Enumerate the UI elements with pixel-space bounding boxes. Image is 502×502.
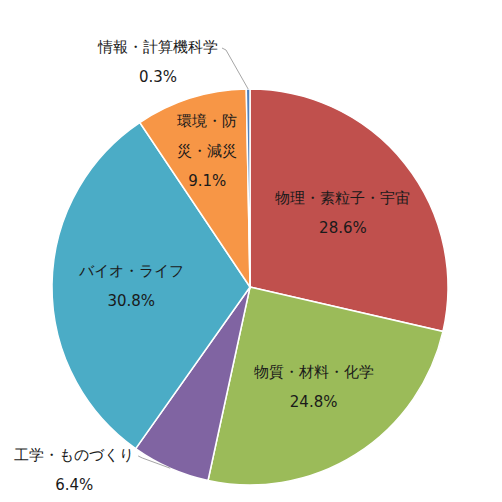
value-label: 6.4%	[55, 476, 93, 494]
category-label: 工学・ものづくり	[14, 446, 134, 464]
labels: 物理・素粒子・宇宙 28.6% 物質・材料・化学 24.8% 工学・ものづくり 6.4% バ…	[14, 38, 410, 494]
category-label: 情報・計算機科学	[97, 38, 218, 56]
value-label: 30.8%	[107, 292, 155, 310]
leader-line	[222, 48, 248, 89]
pie-slice	[140, 89, 250, 287]
chart: 物理・素粒子・宇宙 28.6% 物質・材料・化学 24.8% 工学・ものづくり 6.4% バ…	[0, 0, 502, 502]
pie-slice	[246, 89, 250, 287]
leader-line	[138, 456, 170, 468]
slices	[52, 89, 448, 485]
category-label: バイオ・ライフ	[78, 262, 184, 280]
value-label: 0.3%	[139, 68, 177, 86]
value-label: 24.8%	[290, 393, 338, 411]
pie-slice	[52, 123, 250, 449]
category-label: 物質・材料・化学	[254, 363, 374, 381]
category-label: 物理・素粒子・宇宙	[275, 189, 410, 207]
value-label: 28.6%	[319, 219, 367, 237]
category-label: 環境・防災・減災	[177, 112, 237, 160]
value-label: 9.1%	[188, 172, 226, 190]
